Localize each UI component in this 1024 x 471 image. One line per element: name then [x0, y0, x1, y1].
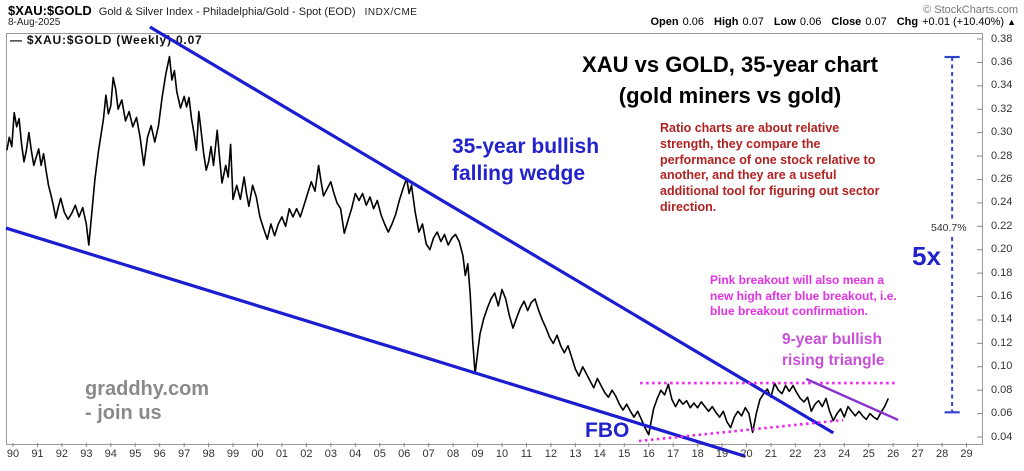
y-axis-label: 0.22	[991, 219, 1013, 232]
x-axis-label: 92	[55, 448, 69, 460]
x-axis-label: 25	[862, 448, 875, 460]
y-axis-label: 0.20	[991, 243, 1013, 256]
y-axis-label: 0.12	[991, 336, 1013, 349]
header-row: $XAU:$GOLD Gold & Silver Index - Philade…	[8, 3, 417, 18]
graddhy-watermark: graddhy.com - join us	[85, 378, 210, 424]
x-axis-label: 96	[153, 448, 166, 460]
ohlc-quote-row: Open 0.06 High 0.07 Low 0.06 Close 0.07 …	[651, 16, 1017, 28]
x-axis-label: 27	[911, 448, 924, 460]
close-label: Close	[831, 16, 862, 28]
price-line	[6, 55, 890, 436]
y-axis-label: 0.06	[991, 407, 1013, 420]
x-axis-label: 04	[349, 448, 362, 460]
x-axis-label: 20	[740, 448, 753, 460]
y-axis-label: 0.28	[991, 149, 1013, 162]
x-axis-label: 18	[691, 448, 704, 460]
x-axis-label: 26	[887, 448, 900, 460]
false-breakout-label: FBO	[585, 419, 630, 442]
pink-breakout-note: Pink breakout will also mean a new high …	[710, 273, 897, 318]
x-axis-label: 11	[520, 448, 533, 460]
up-triangle-icon: ▲	[1007, 17, 1016, 27]
x-axis-label: 19	[715, 448, 729, 460]
x-axis-label: 08	[446, 448, 460, 460]
upper-falling-wedge-line	[149, 25, 835, 435]
purple-resistance-line	[805, 377, 899, 422]
y-axis-label: 0.30	[991, 126, 1013, 139]
y-axis-label: 0.24	[991, 196, 1013, 209]
change-label: Chg	[896, 16, 919, 28]
x-axis-label: 29	[960, 448, 973, 460]
chart-date: 8-Aug-2025	[8, 17, 61, 28]
x-axis-label: 23	[813, 448, 826, 460]
x-axis-label: 14	[593, 448, 606, 460]
x-axis-label: 03	[324, 448, 337, 460]
x-axis-label: 97	[178, 448, 191, 460]
series-legend: — $XAU:$GOLD (Weekly) 0.07	[10, 33, 203, 47]
plot-area-border	[6, 33, 983, 445]
low-label: Low	[773, 16, 796, 28]
x-axis-label: 17	[667, 448, 680, 460]
symbol-description: Gold & Silver Index - Philadelphia/Gold …	[98, 6, 356, 18]
y-axis-label: 0.36	[991, 55, 1013, 68]
lower-falling-wedge-line	[5, 226, 746, 458]
legend-text: $XAU:$GOLD (Weekly) 0.07	[26, 33, 203, 47]
x-axis-label: 10	[495, 448, 509, 460]
triangle-rising-line	[638, 418, 844, 443]
x-axis-label: 91	[31, 448, 44, 460]
y-axis-label: 0.04	[991, 430, 1013, 443]
x-axis-label: 21	[764, 448, 778, 460]
falling-wedge-label: 35-year bullish falling wedge	[452, 135, 600, 185]
stockcharts-copyright: © StockCharts.com	[923, 4, 1018, 16]
x-axis-label: 05	[373, 448, 386, 460]
y-axis-label: 0.10	[991, 360, 1013, 373]
rising-triangle-label: 9-year bullish rising triangle	[782, 331, 885, 369]
y-axis-label: 0.14	[991, 313, 1013, 326]
y-axis-label: 0.26	[991, 172, 1013, 185]
open-label: Open	[650, 16, 679, 28]
x-axis-label: 01	[275, 448, 289, 460]
line-swatch-icon: —	[10, 33, 23, 47]
x-axis-label: 95	[129, 448, 142, 460]
exchange-label: INDX/CME	[364, 7, 418, 18]
x-axis-label: 00	[251, 448, 264, 460]
x-axis-label: 16	[642, 448, 655, 460]
x-axis-label: 98	[202, 448, 215, 460]
measure-gain-label: 540.7%	[929, 222, 969, 234]
five-x-label: 5x	[912, 241, 941, 271]
ticker-symbol: $XAU:$GOLD	[8, 3, 92, 18]
x-axis-label: 90	[6, 448, 20, 460]
open-value: 0.06	[682, 16, 705, 28]
low-value: 0.06	[799, 16, 822, 28]
x-axis-label: 94	[104, 448, 117, 460]
x-axis-label: 06	[398, 448, 411, 460]
x-axis-label: 24	[838, 448, 851, 460]
x-axis-label: 12	[544, 448, 558, 460]
ratio-explanation-note: Ratio charts are about relative strength…	[660, 121, 880, 214]
x-axis-label: 28	[935, 448, 949, 460]
y-axis-label: 0.32	[991, 102, 1013, 115]
x-axis-label: 13	[569, 448, 582, 460]
x-axis-label: 09	[471, 448, 484, 460]
x-axis-label: 99	[226, 448, 240, 460]
x-axis-label: 93	[80, 448, 93, 460]
y-axis-label: 0.18	[991, 266, 1013, 279]
change-value: +0.01 (+10.40%)	[922, 16, 1005, 28]
close-value: 0.07	[865, 16, 887, 28]
x-axis-label: 22	[789, 448, 802, 460]
x-axis-label: 02	[300, 448, 313, 460]
x-axis-label: 07	[422, 448, 435, 460]
high-value: 0.07	[742, 16, 764, 28]
high-label: High	[714, 16, 739, 28]
y-axis-label: 0.16	[991, 290, 1013, 303]
y-axis-label: 0.34	[991, 79, 1013, 92]
chart-title-annotation: XAU vs GOLD, 35-year chart (gold miners …	[582, 52, 878, 108]
x-axis-label: 15	[618, 448, 631, 460]
y-axis-label: 0.08	[991, 383, 1013, 396]
y-axis-label: 0.38	[991, 32, 1013, 45]
